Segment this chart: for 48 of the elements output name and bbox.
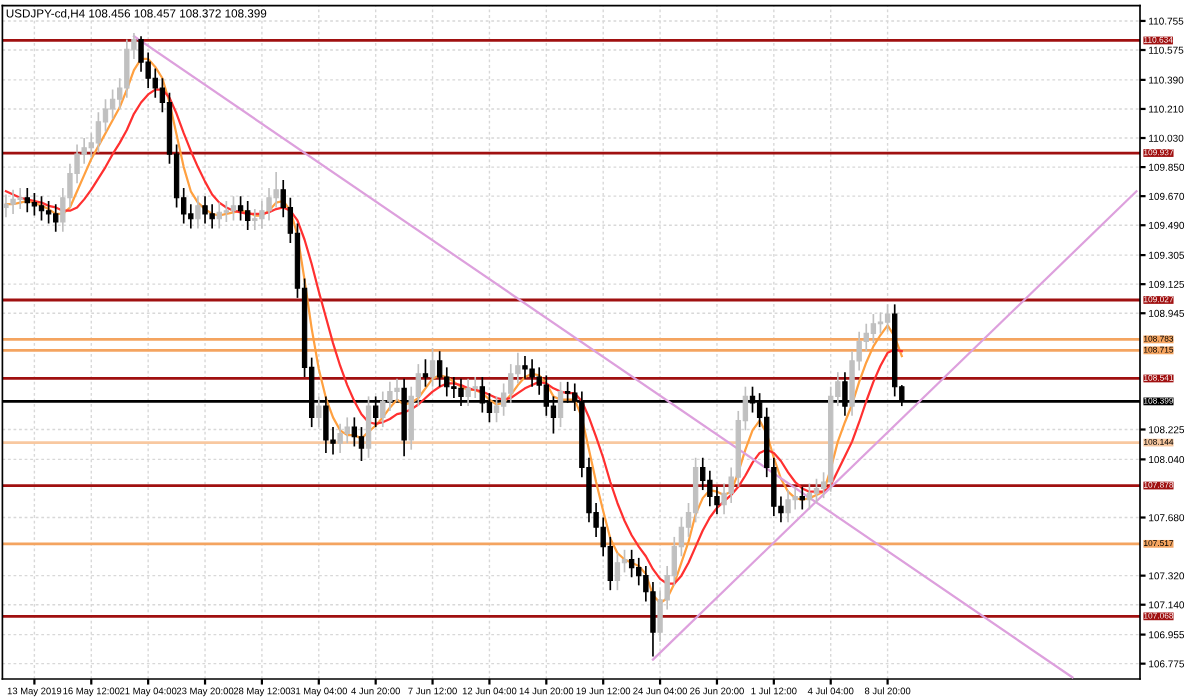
candlestick: [465, 377, 471, 407]
candlestick: [38, 195, 45, 222]
candlestick: [31, 192, 38, 217]
candlestick: [223, 200, 230, 223]
candlestick: [195, 195, 201, 230]
candlestick: [24, 187, 30, 214]
candlestick: [344, 416, 350, 445]
candlestick: [245, 200, 251, 231]
candlestick: [529, 358, 535, 388]
candlestick: [209, 203, 215, 230]
candlestick: [10, 188, 16, 215]
candlestick: [799, 485, 805, 511]
candlestick: [230, 195, 237, 222]
candlestick: [351, 416, 358, 448]
candlestick: [877, 311, 884, 335]
candlestick: [614, 552, 621, 592]
candlestick: [3, 193, 9, 218]
candlestick: [493, 395, 500, 424]
candlestick: [557, 381, 564, 428]
candlestick: [444, 366, 450, 398]
candlestick: [365, 395, 372, 459]
candlestick: [252, 208, 258, 231]
candlestick: [380, 390, 386, 428]
candlestick: [316, 395, 322, 428]
candlestick: [394, 377, 400, 403]
candlestick: [472, 376, 478, 399]
candlestick: [628, 548, 635, 579]
candlestick: [785, 489, 791, 524]
candlestick: [884, 303, 891, 333]
candlestick: [806, 482, 813, 511]
candlestick: [53, 203, 59, 233]
candlestick: [422, 358, 429, 388]
candlestick: [813, 477, 820, 504]
candlestick: [429, 347, 436, 388]
candlestick: [358, 426, 365, 462]
candlestick: [870, 313, 877, 344]
candlestick: [202, 195, 208, 225]
candlestick: [337, 423, 343, 454]
candlestick: [522, 355, 528, 380]
candlestick: [95, 111, 102, 154]
candlestick: [237, 195, 244, 222]
candlestick: [216, 201, 222, 230]
candlestick: [17, 187, 23, 210]
candlestick: [45, 200, 52, 225]
candlestick: [621, 548, 628, 574]
candlestick: [109, 88, 116, 120]
candlestick: [436, 350, 443, 388]
candlestick: [692, 456, 699, 524]
